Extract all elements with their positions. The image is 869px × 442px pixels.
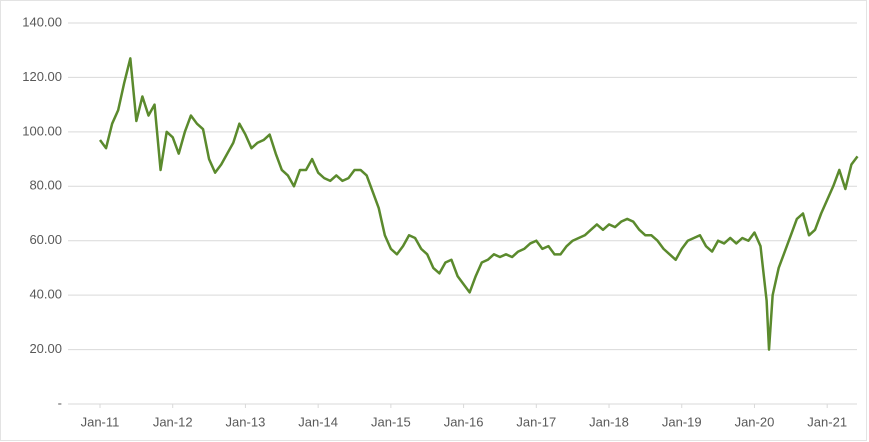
x-tick-label: Jan-18 — [589, 414, 629, 429]
x-tick-label: Jan-21 — [807, 414, 847, 429]
x-tick-label: Jan-11 — [81, 414, 120, 429]
x-tick-label: Jan-17 — [516, 414, 556, 429]
x-tick-label: Jan-19 — [662, 414, 702, 429]
x-tick-label: Jan-14 — [298, 414, 338, 429]
x-tick-label: Jan-15 — [371, 414, 411, 429]
y-tick-label: 140.00 — [22, 14, 62, 29]
y-tick-label: - — [58, 395, 62, 410]
data-line — [98, 57, 859, 351]
x-tick-label: Jan-16 — [444, 414, 484, 429]
x-tick-label: Jan-12 — [153, 414, 193, 429]
y-tick-label: 20.00 — [29, 341, 62, 356]
x-tick-label: Jan-20 — [735, 414, 775, 429]
y-tick-label: 60.00 — [29, 232, 62, 247]
y-tick-label: 100.00 — [22, 123, 62, 138]
x-tick-label: Jan-13 — [226, 414, 266, 429]
y-tick-label: 120.00 — [22, 69, 62, 84]
y-tick-label: 80.00 — [29, 178, 62, 193]
y-tick-label: 40.00 — [29, 287, 62, 302]
